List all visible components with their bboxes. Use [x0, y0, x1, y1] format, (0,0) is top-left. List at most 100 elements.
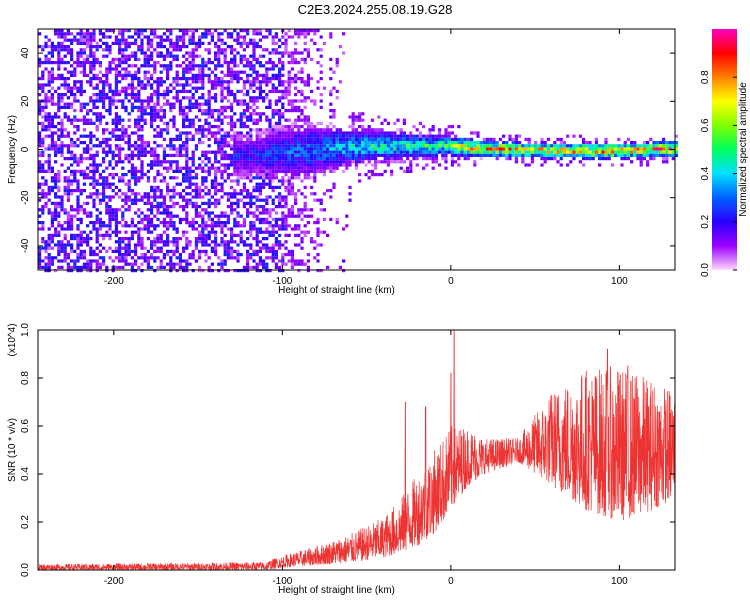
heatmap-cell [223, 249, 227, 253]
heatmap-cell [351, 131, 355, 135]
heatmap-cell [130, 157, 134, 161]
heatmap-cell [287, 99, 291, 103]
heatmap-cell [274, 121, 278, 125]
heatmap-cell [159, 192, 163, 196]
heatmap-cell [233, 57, 237, 61]
heatmap-cell [44, 125, 48, 129]
heatmap-cell [102, 137, 106, 141]
heatmap-cell [217, 269, 221, 273]
heatmap-cell [482, 144, 486, 148]
heatmap-cell [306, 160, 310, 164]
heatmap-cell [66, 45, 70, 49]
heatmap-cell [297, 150, 301, 154]
heatmap-cell [287, 214, 291, 218]
heatmap-cell [44, 269, 48, 273]
heatmap-cell [92, 176, 96, 180]
heatmap-cell [201, 153, 205, 157]
heatmap-cell [271, 141, 275, 145]
heatmap-cell [294, 32, 298, 36]
heatmap-cell [207, 48, 211, 52]
heatmap-cell [66, 256, 70, 260]
heatmap-cell [537, 150, 541, 154]
heatmap-cell [156, 224, 160, 228]
heatmap-cell [281, 224, 285, 228]
heatmap-cell [674, 153, 678, 157]
heatmap-cell [521, 150, 525, 154]
heatmap-cell [57, 35, 61, 39]
heatmap-cell [150, 230, 154, 234]
heatmap-cell [300, 32, 304, 36]
heatmap-cell [108, 205, 112, 209]
heatmap-cell [121, 41, 125, 45]
heatmap-cell [166, 224, 170, 228]
heatmap-cell [377, 128, 381, 132]
heatmap-cell [524, 147, 528, 151]
heatmap-cell [111, 208, 115, 212]
heatmap-cell [121, 137, 125, 141]
heatmap-cell [326, 144, 330, 148]
heatmap-cell [198, 214, 202, 218]
heatmap-cell [236, 205, 240, 209]
heatmap-cell [252, 45, 256, 49]
heatmap-cell [207, 93, 211, 97]
heatmap-cell [118, 153, 122, 157]
heatmap-cell [386, 157, 390, 161]
heatmap-cell [489, 147, 493, 151]
heatmap-cell [89, 153, 93, 157]
heatmap-cell [495, 144, 499, 148]
heatmap-cell [137, 147, 141, 151]
heatmap-cell [479, 147, 483, 151]
heatmap-cell [47, 169, 51, 173]
heatmap-cell [374, 128, 378, 132]
heatmap-cell [105, 269, 109, 273]
heatmap-cell [82, 256, 86, 260]
heatmap-cell [287, 80, 291, 84]
heatmap-cell [550, 147, 554, 151]
heatmap-cell [582, 157, 586, 161]
heatmap-cell [121, 179, 125, 183]
heatmap-cell [38, 227, 42, 231]
heatmap-cell [665, 147, 669, 151]
heatmap-cell [137, 169, 141, 173]
heatmap-cell [169, 160, 173, 164]
heatmap-cell [50, 54, 54, 58]
heatmap-cell [198, 224, 202, 228]
heatmap-cell [175, 227, 179, 231]
heatmap-cell [303, 48, 307, 52]
heatmap-cell [92, 198, 96, 202]
heatmap-cell [214, 224, 218, 228]
heatmap-cell [287, 166, 291, 170]
heatmap-cell [265, 237, 269, 241]
heatmap-cell [169, 109, 173, 113]
heatmap-cell [95, 115, 99, 119]
heatmap-cell [284, 227, 288, 231]
heatmap-cell [444, 147, 448, 151]
heatmap-cell [402, 141, 406, 145]
heatmap-cell [102, 102, 106, 106]
heatmap-cell [281, 125, 285, 129]
heatmap-cell [188, 253, 192, 257]
heatmap-cell [274, 73, 278, 77]
heatmap-cell [246, 269, 250, 273]
heatmap-cell [114, 265, 118, 269]
heatmap-cell [300, 157, 304, 161]
heatmap-cell [370, 169, 374, 173]
heatmap-cell [354, 166, 358, 170]
heatmap-cell [114, 230, 118, 234]
heatmap-cell [284, 93, 288, 97]
heatmap-cell [351, 118, 355, 122]
heatmap-cell [178, 102, 182, 106]
heatmap-cell [335, 221, 339, 225]
heatmap-cell [198, 230, 202, 234]
heatmap-cell [284, 118, 288, 122]
heatmap-cell [454, 141, 458, 145]
heatmap-cell [351, 121, 355, 125]
heatmap-cell [342, 269, 346, 273]
heatmap-cell [300, 262, 304, 266]
heatmap-cell [146, 80, 150, 84]
heatmap-cell [623, 150, 627, 154]
heatmap-cell [284, 144, 288, 148]
heatmap-cell [367, 125, 371, 129]
heatmap-cell [294, 109, 298, 113]
heatmap-cell [287, 109, 291, 113]
